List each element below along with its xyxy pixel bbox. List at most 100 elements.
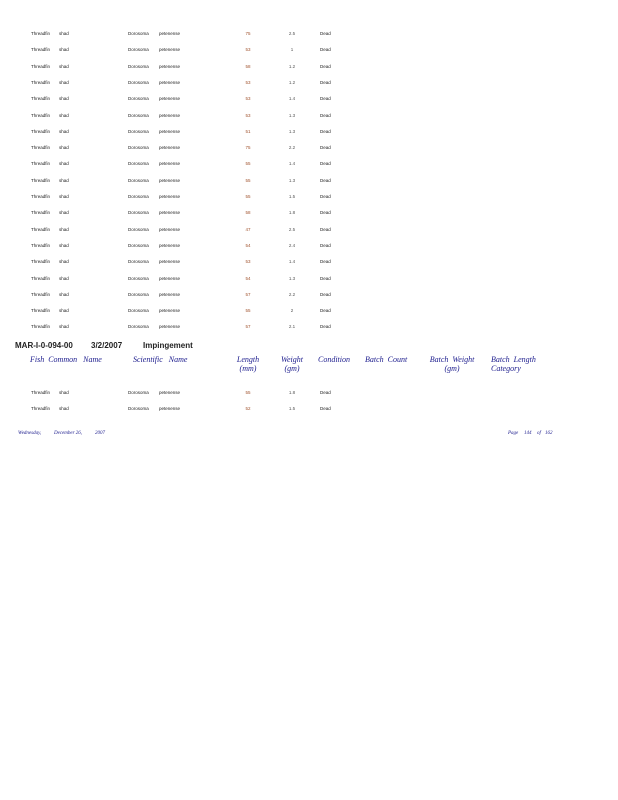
genus: Dorosoma [128,47,149,53]
common-name-1: Threadfin [31,226,51,232]
table-row: Threadfin shad Dorosoma petenense 55 1.5 Dead [0,194,618,202]
weight: 2.2 [288,291,296,297]
common-name-1: Threadfin [31,145,51,151]
species: petenense [159,406,181,412]
genus: Dorosoma [128,96,149,102]
condition: Dead [320,259,331,265]
common-name-1: Threadfin [31,291,51,297]
footer-page-total: 162 [545,431,553,436]
species: petenense [159,194,181,199]
common-name-2: shad [59,406,69,412]
length: 47 [245,226,251,232]
species: petenense [159,112,181,118]
condition: Dead [320,226,331,232]
length: 55 [245,390,251,395]
group-id: MAR-I-0-094-00 [15,341,73,350]
species: petenense [159,47,181,53]
length: 55 [245,177,251,183]
genus: Dorosoma [128,79,149,85]
common-name-2: shad [59,291,69,297]
length: 75 [245,31,251,36]
genus: Dorosoma [128,128,149,134]
species: petenense [159,259,181,265]
common-name-2: shad [59,161,69,167]
length: 57 [245,324,251,330]
genus: Dorosoma [128,112,149,118]
species: petenense [159,275,181,281]
species: petenense [159,145,181,151]
weight: 1.5 [288,194,296,199]
footer-year: 2007 [95,431,105,436]
table-row: Threadfin shad Dorosoma petenense 58 1.8 Dead [0,210,618,218]
footer-page-label: Page [508,431,519,436]
common-name-1: Threadfin [31,242,51,248]
weight: 2.5 [288,31,296,36]
length: 51 [245,128,251,134]
species: petenense [159,226,181,232]
length: 54 [245,275,251,281]
common-name-2: shad [59,390,69,395]
length: 55 [245,308,251,314]
col-common-name: Fish Common Name [30,355,102,364]
weight: 2.2 [288,145,296,151]
weight: 1.3 [288,177,296,183]
common-name-2: shad [59,112,69,118]
length: 54 [245,242,251,248]
condition: Dead [320,194,331,199]
group-date: 3/2/2007 [91,341,123,350]
common-name-1: Threadfin [31,275,51,281]
table-row: Threadfin shad Dorosoma petenense 51 1.3 Dead [0,129,618,137]
genus: Dorosoma [128,31,149,36]
common-name-1: Threadfin [31,96,51,102]
length: 55 [245,194,251,199]
weight: 1.3 [288,112,296,118]
footer-page-number: 144 [524,431,532,436]
length: 53 [245,259,251,265]
weight: 1.2 [288,79,296,85]
condition: Dead [320,390,331,395]
weight: 1.3 [288,128,296,134]
length: 53 [245,47,251,53]
table-row: Threadfin shad Dorosoma petenense 75 2.5 Dead [0,31,618,39]
length: 57 [245,291,251,297]
weight: 1.2 [288,63,296,69]
genus: Dorosoma [128,63,149,69]
table-row: Threadfin shad Dorosoma petenense 53 1.4 Dead [0,259,618,267]
genus: Dorosoma [128,145,149,151]
common-name-2: shad [59,31,69,36]
common-name-1: Threadfin [31,194,51,199]
col-batch-weight: Batch Weight (gm) [429,355,475,373]
species: petenense [159,161,181,167]
col-condition: Condition [318,355,351,364]
genus: Dorosoma [128,210,149,216]
common-name-1: Threadfin [31,79,51,85]
common-name-1: Threadfin [31,308,51,314]
weight: 2 [290,308,294,314]
genus: Dorosoma [128,308,149,314]
table-row: Threadfin shad Dorosoma petenense 55 1.4 Dead [0,161,618,169]
species: petenense [159,308,181,314]
genus: Dorosoma [128,324,149,330]
length: 75 [245,145,251,151]
common-name-2: shad [59,259,69,265]
genus: Dorosoma [128,275,149,281]
condition: Dead [320,324,331,330]
condition: Dead [320,128,331,134]
common-name-2: shad [59,226,69,232]
table-row: Threadfin shad Dorosoma petenense 75 2.2 Dead [0,145,618,153]
weight: 1.4 [288,96,296,102]
table-row: Threadfin shad Dorosoma petenense 55 1.3 Dead [0,178,618,186]
weight: 2.4 [288,242,296,248]
common-name-2: shad [59,47,69,53]
weight: 1.8 [288,390,296,395]
table-row: Threadfin shad Dorosoma petenense 58 1.2 Dead [0,64,618,72]
species: petenense [159,291,181,297]
weight: 1.3 [288,275,296,281]
condition: Dead [320,161,331,167]
common-name-1: Threadfin [31,112,51,118]
footer-date: December 26, [54,431,83,436]
table-row: Threadfin shad Dorosoma petenense 53 1.4 Dead [0,96,618,104]
weight: 1.4 [288,161,296,167]
condition: Dead [320,177,331,183]
